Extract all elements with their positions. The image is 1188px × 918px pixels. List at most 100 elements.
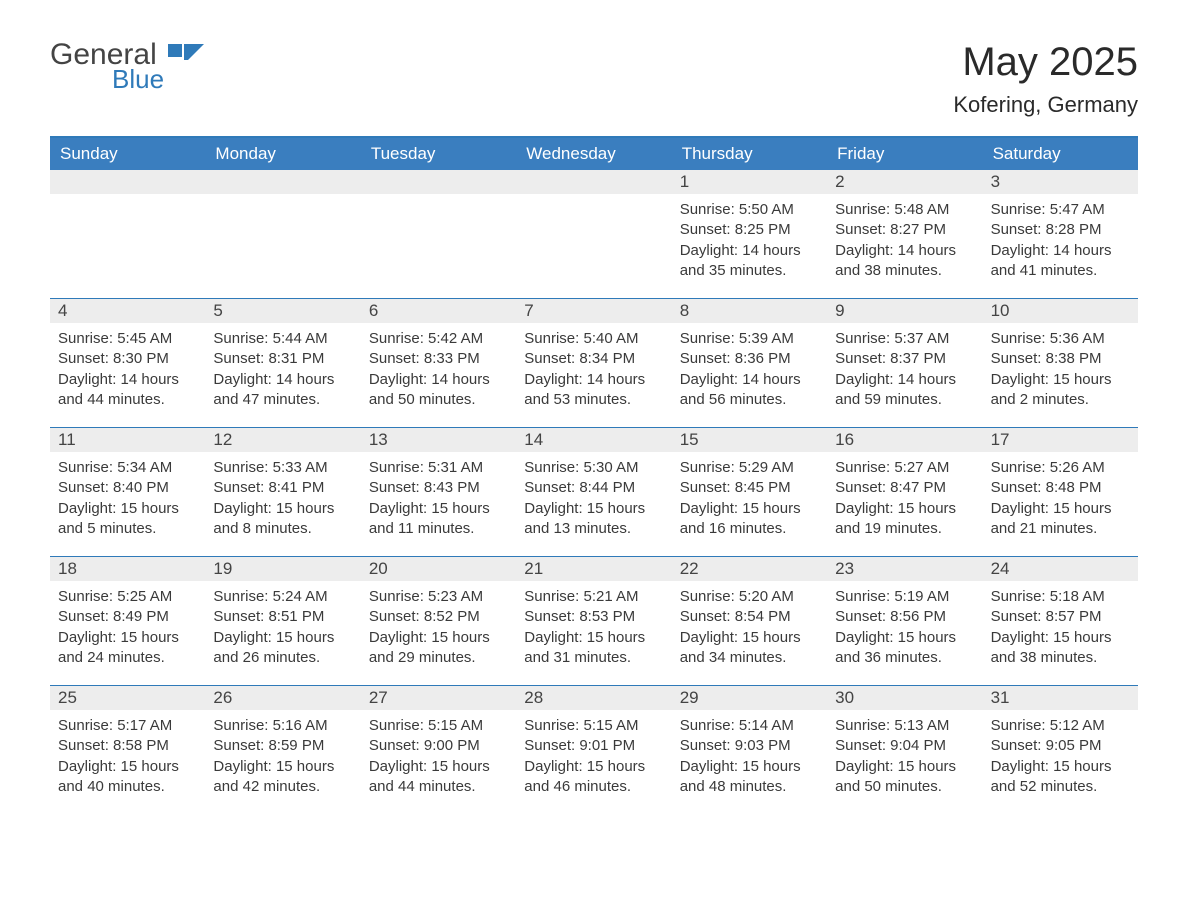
day-details: Sunrise: 5:34 AMSunset: 8:40 PMDaylight:… (50, 452, 205, 543)
sunset-text: Sunset: 8:54 PM (680, 607, 819, 627)
day-number: 22 (672, 557, 827, 581)
sunset-text: Sunset: 8:44 PM (524, 478, 663, 498)
day-number: 30 (827, 686, 982, 710)
calendar-week: 11Sunrise: 5:34 AMSunset: 8:40 PMDayligh… (50, 427, 1138, 556)
day-number: 1 (672, 170, 827, 194)
calendar-day: 14Sunrise: 5:30 AMSunset: 8:44 PMDayligh… (516, 428, 671, 556)
sunrise-text: Sunrise: 5:27 AM (835, 458, 974, 478)
sunrise-text: Sunrise: 5:31 AM (369, 458, 508, 478)
sunset-text: Sunset: 8:53 PM (524, 607, 663, 627)
calendar-day: 9Sunrise: 5:37 AMSunset: 8:37 PMDaylight… (827, 299, 982, 427)
calendar-day: 7Sunrise: 5:40 AMSunset: 8:34 PMDaylight… (516, 299, 671, 427)
calendar-day: 11Sunrise: 5:34 AMSunset: 8:40 PMDayligh… (50, 428, 205, 556)
sunrise-text: Sunrise: 5:48 AM (835, 200, 974, 220)
sunrise-text: Sunrise: 5:14 AM (680, 716, 819, 736)
dow-saturday: Saturday (983, 138, 1138, 170)
day-number: 24 (983, 557, 1138, 581)
sunrise-text: Sunrise: 5:15 AM (524, 716, 663, 736)
daylight-text: Daylight: 14 hours and 50 minutes. (369, 370, 508, 411)
daylight-text: Daylight: 15 hours and 16 minutes. (680, 499, 819, 540)
sunset-text: Sunset: 9:01 PM (524, 736, 663, 756)
daylight-text: Daylight: 15 hours and 38 minutes. (991, 628, 1130, 669)
sunset-text: Sunset: 8:36 PM (680, 349, 819, 369)
sunset-text: Sunset: 9:03 PM (680, 736, 819, 756)
day-number: 19 (205, 557, 360, 581)
sunrise-text: Sunrise: 5:34 AM (58, 458, 197, 478)
calendar-day (361, 170, 516, 298)
day-details: Sunrise: 5:23 AMSunset: 8:52 PMDaylight:… (361, 581, 516, 672)
dow-friday: Friday (827, 138, 982, 170)
daylight-text: Daylight: 14 hours and 41 minutes. (991, 241, 1130, 282)
daylight-text: Daylight: 15 hours and 46 minutes. (524, 757, 663, 798)
sunrise-text: Sunrise: 5:13 AM (835, 716, 974, 736)
sunrise-text: Sunrise: 5:12 AM (991, 716, 1130, 736)
daylight-text: Daylight: 15 hours and 40 minutes. (58, 757, 197, 798)
day-number: 4 (50, 299, 205, 323)
day-number (361, 170, 516, 194)
daylight-text: Daylight: 15 hours and 2 minutes. (991, 370, 1130, 411)
daylight-text: Daylight: 15 hours and 42 minutes. (213, 757, 352, 798)
day-number: 16 (827, 428, 982, 452)
calendar-day: 5Sunrise: 5:44 AMSunset: 8:31 PMDaylight… (205, 299, 360, 427)
day-details: Sunrise: 5:17 AMSunset: 8:58 PMDaylight:… (50, 710, 205, 801)
day-number (516, 170, 671, 194)
calendar-day: 3Sunrise: 5:47 AMSunset: 8:28 PMDaylight… (983, 170, 1138, 298)
sunrise-text: Sunrise: 5:36 AM (991, 329, 1130, 349)
day-number: 5 (205, 299, 360, 323)
day-number: 21 (516, 557, 671, 581)
sunset-text: Sunset: 8:59 PM (213, 736, 352, 756)
sunset-text: Sunset: 8:56 PM (835, 607, 974, 627)
sunset-text: Sunset: 8:48 PM (991, 478, 1130, 498)
day-number: 9 (827, 299, 982, 323)
calendar-day: 31Sunrise: 5:12 AMSunset: 9:05 PMDayligh… (983, 686, 1138, 814)
day-details: Sunrise: 5:19 AMSunset: 8:56 PMDaylight:… (827, 581, 982, 672)
daylight-text: Daylight: 15 hours and 19 minutes. (835, 499, 974, 540)
brand-logo: General Blue (50, 40, 204, 92)
daylight-text: Daylight: 15 hours and 48 minutes. (680, 757, 819, 798)
day-details: Sunrise: 5:12 AMSunset: 9:05 PMDaylight:… (983, 710, 1138, 801)
day-details: Sunrise: 5:14 AMSunset: 9:03 PMDaylight:… (672, 710, 827, 801)
day-details: Sunrise: 5:47 AMSunset: 8:28 PMDaylight:… (983, 194, 1138, 285)
calendar-day: 26Sunrise: 5:16 AMSunset: 8:59 PMDayligh… (205, 686, 360, 814)
day-details: Sunrise: 5:13 AMSunset: 9:04 PMDaylight:… (827, 710, 982, 801)
day-number: 11 (50, 428, 205, 452)
calendar-day: 23Sunrise: 5:19 AMSunset: 8:56 PMDayligh… (827, 557, 982, 685)
sunset-text: Sunset: 8:38 PM (991, 349, 1130, 369)
day-number: 26 (205, 686, 360, 710)
day-number: 18 (50, 557, 205, 581)
sunset-text: Sunset: 8:51 PM (213, 607, 352, 627)
calendar-day: 20Sunrise: 5:23 AMSunset: 8:52 PMDayligh… (361, 557, 516, 685)
sunrise-text: Sunrise: 5:39 AM (680, 329, 819, 349)
calendar-day: 10Sunrise: 5:36 AMSunset: 8:38 PMDayligh… (983, 299, 1138, 427)
day-number: 17 (983, 428, 1138, 452)
sunset-text: Sunset: 8:31 PM (213, 349, 352, 369)
sunrise-text: Sunrise: 5:50 AM (680, 200, 819, 220)
day-details: Sunrise: 5:40 AMSunset: 8:34 PMDaylight:… (516, 323, 671, 414)
day-details: Sunrise: 5:50 AMSunset: 8:25 PMDaylight:… (672, 194, 827, 285)
daylight-text: Daylight: 15 hours and 52 minutes. (991, 757, 1130, 798)
day-number: 27 (361, 686, 516, 710)
day-details: Sunrise: 5:25 AMSunset: 8:49 PMDaylight:… (50, 581, 205, 672)
calendar-day: 27Sunrise: 5:15 AMSunset: 9:00 PMDayligh… (361, 686, 516, 814)
calendar-day (50, 170, 205, 298)
sunset-text: Sunset: 9:00 PM (369, 736, 508, 756)
calendar-body: 1Sunrise: 5:50 AMSunset: 8:25 PMDaylight… (50, 170, 1138, 814)
day-number: 29 (672, 686, 827, 710)
sunset-text: Sunset: 8:41 PM (213, 478, 352, 498)
calendar-day: 19Sunrise: 5:24 AMSunset: 8:51 PMDayligh… (205, 557, 360, 685)
calendar-day: 1Sunrise: 5:50 AMSunset: 8:25 PMDaylight… (672, 170, 827, 298)
calendar-day: 2Sunrise: 5:48 AMSunset: 8:27 PMDaylight… (827, 170, 982, 298)
calendar-day: 21Sunrise: 5:21 AMSunset: 8:53 PMDayligh… (516, 557, 671, 685)
day-details: Sunrise: 5:20 AMSunset: 8:54 PMDaylight:… (672, 581, 827, 672)
dow-sunday: Sunday (50, 138, 205, 170)
brand-blue: Blue (112, 66, 164, 92)
daylight-text: Daylight: 15 hours and 34 minutes. (680, 628, 819, 669)
day-number: 2 (827, 170, 982, 194)
sunset-text: Sunset: 8:57 PM (991, 607, 1130, 627)
sunrise-text: Sunrise: 5:37 AM (835, 329, 974, 349)
dow-row: Sunday Monday Tuesday Wednesday Thursday… (50, 138, 1138, 170)
calendar-week: 18Sunrise: 5:25 AMSunset: 8:49 PMDayligh… (50, 556, 1138, 685)
sunrise-text: Sunrise: 5:24 AM (213, 587, 352, 607)
day-details: Sunrise: 5:31 AMSunset: 8:43 PMDaylight:… (361, 452, 516, 543)
day-number: 8 (672, 299, 827, 323)
